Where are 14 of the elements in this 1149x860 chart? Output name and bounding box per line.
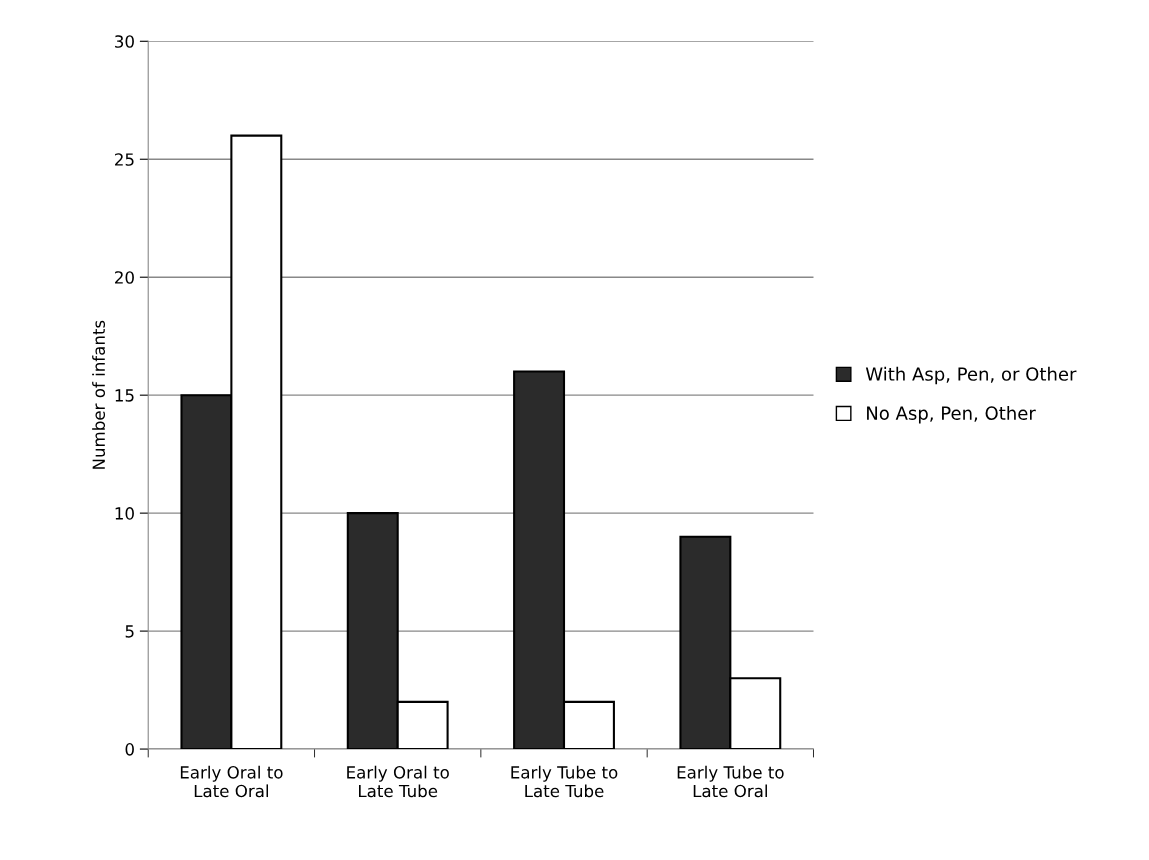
legend-label: With Asp, Pen, or Other [865, 366, 1077, 385]
y-tick-label: 5 [125, 625, 134, 638]
legend-label: No Asp, Pen, Other [867, 406, 1036, 424]
x-tick-label: Early Tube to Late Tube [511, 765, 618, 798]
y-tick-label: 20 [115, 271, 134, 284]
x-tick-label: Early Oral to Late Tube [347, 765, 449, 798]
y-tick-label: 25 [115, 153, 134, 166]
x-tick-label: Early Tube to Late Oral [677, 765, 784, 798]
y-tick-label: 0 [125, 743, 134, 756]
y-axis-title: Number of infants [92, 320, 106, 469]
x-tick-label: Early Oral to Late Oral [180, 765, 283, 798]
y-tick-label: 10 [115, 507, 134, 520]
y-tick-label: 15 [115, 389, 134, 402]
y-tick-label: 30 [115, 35, 134, 48]
